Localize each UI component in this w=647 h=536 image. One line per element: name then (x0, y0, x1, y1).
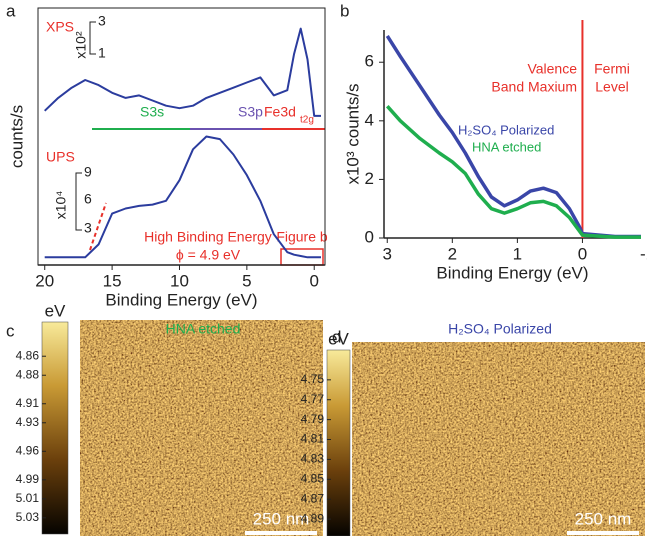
scale-tick: 3 (84, 220, 92, 236)
colorbar-label: eV (328, 329, 349, 348)
series-line (385, 105, 641, 239)
x-axis-label: Binding Energy (eV) (105, 290, 257, 309)
colorbar-tick-label: 4.99 (16, 472, 40, 486)
scale-label: x10² (73, 31, 89, 59)
scale-bar (89, 21, 96, 55)
y-tick-label: 6 (365, 52, 374, 71)
x-tick-label: 3 (383, 244, 392, 263)
colorbar-tick-label: 4.87 (301, 491, 325, 505)
legend-label: HNA etched (472, 139, 541, 154)
panel-label: d (332, 327, 341, 346)
series-line (44, 135, 321, 259)
colorbar-tick-label: 4.91 (16, 396, 40, 410)
x-tick-label: 0 (578, 244, 587, 263)
annotation: S3p (238, 104, 263, 120)
x-tick-label: -1 (640, 244, 647, 263)
colorbar-tick-label: 4.86 (16, 348, 40, 362)
colorbar-tick-label: 4.96 (16, 443, 40, 457)
y-tick-label: 0 (365, 227, 374, 246)
series-line (44, 27, 321, 117)
panel-label: c (6, 321, 15, 340)
scale-bar-label: 250 nm (253, 509, 310, 528)
annotation: Fe3d (264, 104, 296, 120)
colorbar (41, 321, 69, 535)
series-label: XPS (46, 19, 74, 35)
colorbar-tick-label: 4.75 (301, 372, 325, 386)
colorbar (326, 349, 351, 536)
colorbar-tick-label: 4.93 (16, 415, 40, 429)
colorbar-label: eV (45, 301, 66, 320)
colorbar-tick-label: 4.85 (301, 471, 325, 485)
series-label: UPS (46, 149, 75, 165)
y-tick-label: 2 (365, 169, 374, 188)
colorbar-tick-label: 4.89 (301, 511, 325, 525)
x-tick-label: 10 (170, 271, 189, 290)
x-tick-label: 15 (103, 271, 122, 290)
x-tick-label: 20 (35, 271, 54, 290)
annotation: High Binding Energy (144, 229, 272, 245)
colorbar-tick-label: 5.01 (16, 491, 40, 505)
x-tick-label: 5 (242, 271, 251, 290)
annotation: Fermi (594, 61, 630, 77)
scale-bar (75, 172, 82, 231)
scale-tick: 6 (84, 191, 92, 207)
annotation: Valence (527, 61, 577, 77)
colorbar-tick-label: 4.83 (301, 452, 325, 466)
x-tick-label: 0 (309, 271, 318, 290)
afm-image (80, 320, 323, 536)
image-title: HNA etched (166, 321, 241, 337)
x-tick-label: 2 (448, 244, 457, 263)
colorbar-tick-label: 5.03 (16, 510, 40, 524)
scale-tick: 1 (98, 45, 106, 61)
y-axis-label: x10³ counts/s (343, 83, 362, 184)
scale-label: x10⁴ (53, 191, 69, 220)
annotation: Band Maxium (491, 79, 577, 95)
colorbar-tick-label: 4.88 (16, 367, 40, 381)
scale-tick: 9 (84, 164, 92, 180)
annotation: S3s (140, 104, 164, 120)
scale-tick: 3 (98, 13, 106, 29)
annotation: t2g (300, 115, 314, 126)
legend-label: H₂SO₄ Polarized (458, 122, 554, 137)
annotation: Level (595, 79, 628, 95)
series-line (385, 34, 641, 239)
image-title: H₂SO₄ Polarized (448, 321, 552, 337)
onset-line (89, 202, 107, 251)
y-tick-label: 4 (365, 110, 374, 129)
scale-bar-label: 250 nm (575, 509, 632, 528)
panel-label: a (6, 1, 16, 20)
x-tick-label: 1 (513, 244, 522, 263)
x-axis-label: Binding Energy (eV) (436, 263, 588, 282)
annotation: Figure b (276, 229, 328, 245)
afm-image (352, 342, 645, 536)
y-axis-label: counts/s (7, 105, 26, 168)
colorbar-tick-label: 4.77 (301, 392, 325, 406)
colorbar-tick-label: 4.81 (301, 432, 325, 446)
annotation: ϕ = 4.9 eV (176, 247, 241, 263)
colorbar-tick-label: 4.79 (301, 412, 325, 426)
panel-label: b (340, 1, 349, 20)
